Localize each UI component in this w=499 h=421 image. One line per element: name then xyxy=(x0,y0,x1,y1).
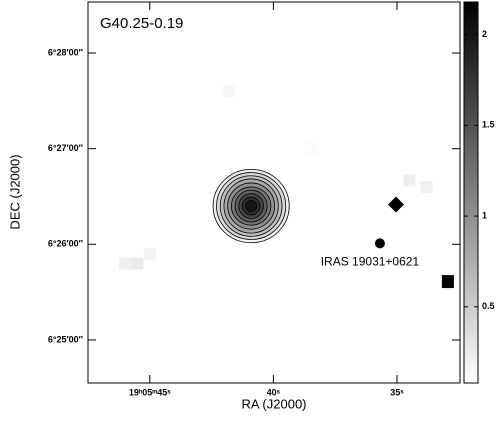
image-pixel xyxy=(403,175,415,187)
image-pixel xyxy=(131,257,143,269)
y-tick-label: 6°26′00″ xyxy=(48,239,84,249)
x-axis-label: RA (J2000) xyxy=(241,396,306,411)
y-tick-label: 6°28′00″ xyxy=(48,47,84,57)
square-marker xyxy=(442,275,454,288)
colorbar-tick-label: 1 xyxy=(482,210,487,220)
annotation: IRAS 19031+0621 xyxy=(321,255,420,269)
image-pixel xyxy=(223,85,235,97)
x-tick-label: 35ˢ xyxy=(390,387,404,397)
chart: G40.25-0.19 RA (J2000) DEC (J2000) IRAS … xyxy=(0,0,499,416)
chart-title: G40.25-0.19 xyxy=(100,15,183,32)
x-tick-label: 19ʰ05ᵐ45ˢ xyxy=(129,387,171,397)
contour xyxy=(246,200,257,211)
circle-marker xyxy=(375,238,385,248)
image-pixel xyxy=(304,143,316,155)
x-tick-label: 40ˢ xyxy=(267,387,281,397)
y-axis-label: DEC (J2000) xyxy=(7,154,22,229)
y-tick-label: 6°27′00″ xyxy=(48,143,84,153)
colorbar xyxy=(464,2,478,383)
image-pixel xyxy=(421,181,433,193)
colorbar-tick-label: 2 xyxy=(482,29,487,39)
image-pixel xyxy=(144,248,156,260)
colorbar-tick-label: 0.5 xyxy=(482,301,495,311)
y-tick-label: 6°25′00″ xyxy=(48,334,84,344)
colorbar-tick-label: 1.5 xyxy=(482,120,495,130)
image-pixel xyxy=(119,257,131,269)
